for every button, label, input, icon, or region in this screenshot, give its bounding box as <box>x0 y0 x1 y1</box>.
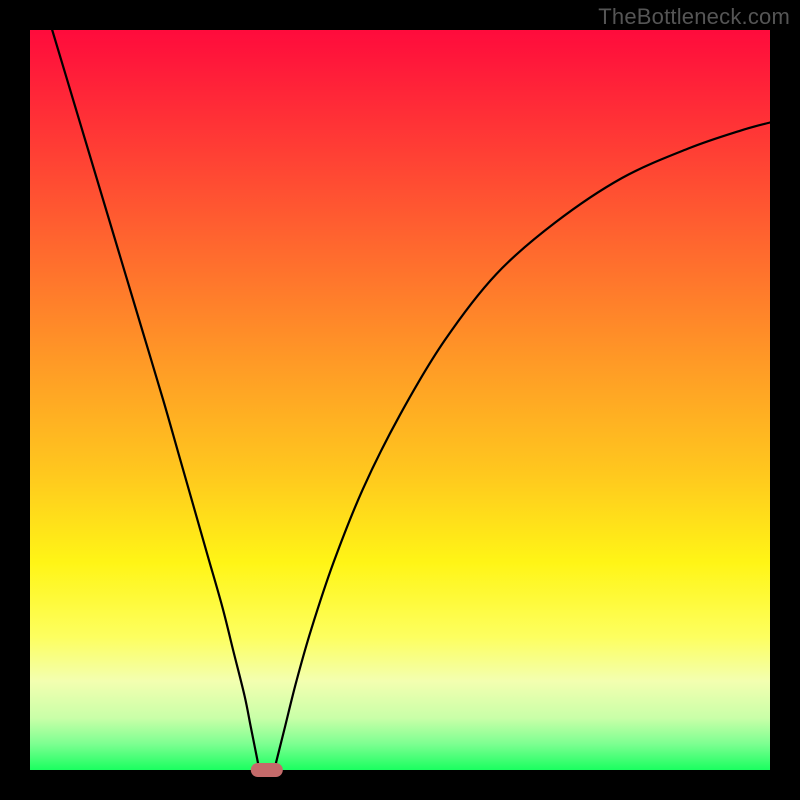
watermark-text: TheBottleneck.com <box>598 4 790 30</box>
plot-area <box>30 30 770 770</box>
chart-container: TheBottleneck.com <box>0 0 800 800</box>
min-point-marker <box>251 763 283 777</box>
bottleneck-chart-svg <box>0 0 800 800</box>
